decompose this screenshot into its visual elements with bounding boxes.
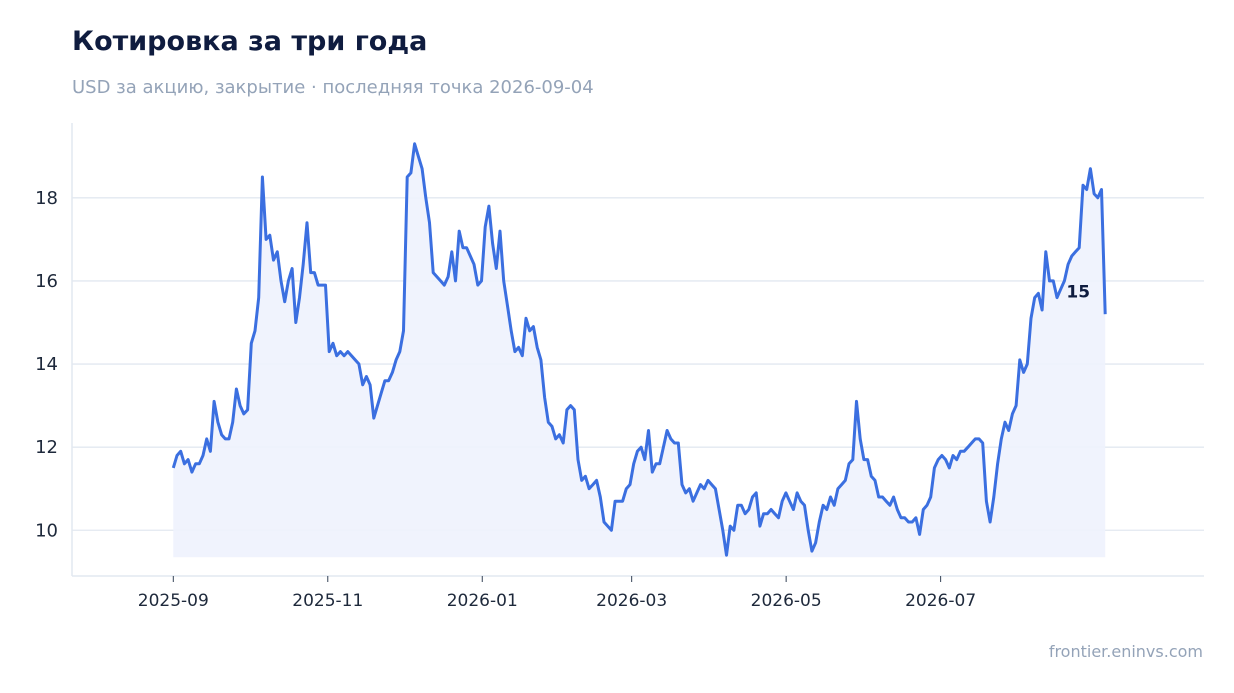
- x-tick-label: 2026-05: [751, 591, 822, 611]
- y-tick-label: 18: [35, 188, 58, 209]
- source-credit: frontier.eninvs.com: [1048, 642, 1203, 661]
- chart-subtitle: USD за акцию, закрытие · последняя точка…: [72, 77, 594, 98]
- x-tick-label: 2026-03: [596, 591, 667, 611]
- x-tick-label: 2026-01: [447, 591, 518, 611]
- last-value-label: 15: [1066, 282, 1090, 302]
- price-line: [171, 142, 1107, 557]
- y-tick-label: 12: [35, 437, 58, 458]
- y-tick-label: 14: [35, 354, 58, 375]
- y-axis: 10 12 14 16 18: [35, 188, 58, 541]
- x-tick-label: 2026-07: [905, 591, 976, 611]
- chart-title: Котировка за три года: [72, 26, 428, 57]
- x-tick-label: 2025-09: [138, 591, 209, 611]
- x-axis: 2025-09 2025-11 2026-01 2026-03 2026-05 2026-…: [138, 576, 976, 611]
- area-fill: [173, 143, 1106, 558]
- x-tick-label: 2025-11: [292, 591, 363, 611]
- y-tick-label: 16: [35, 271, 58, 292]
- y-tick-label: 10: [35, 520, 58, 541]
